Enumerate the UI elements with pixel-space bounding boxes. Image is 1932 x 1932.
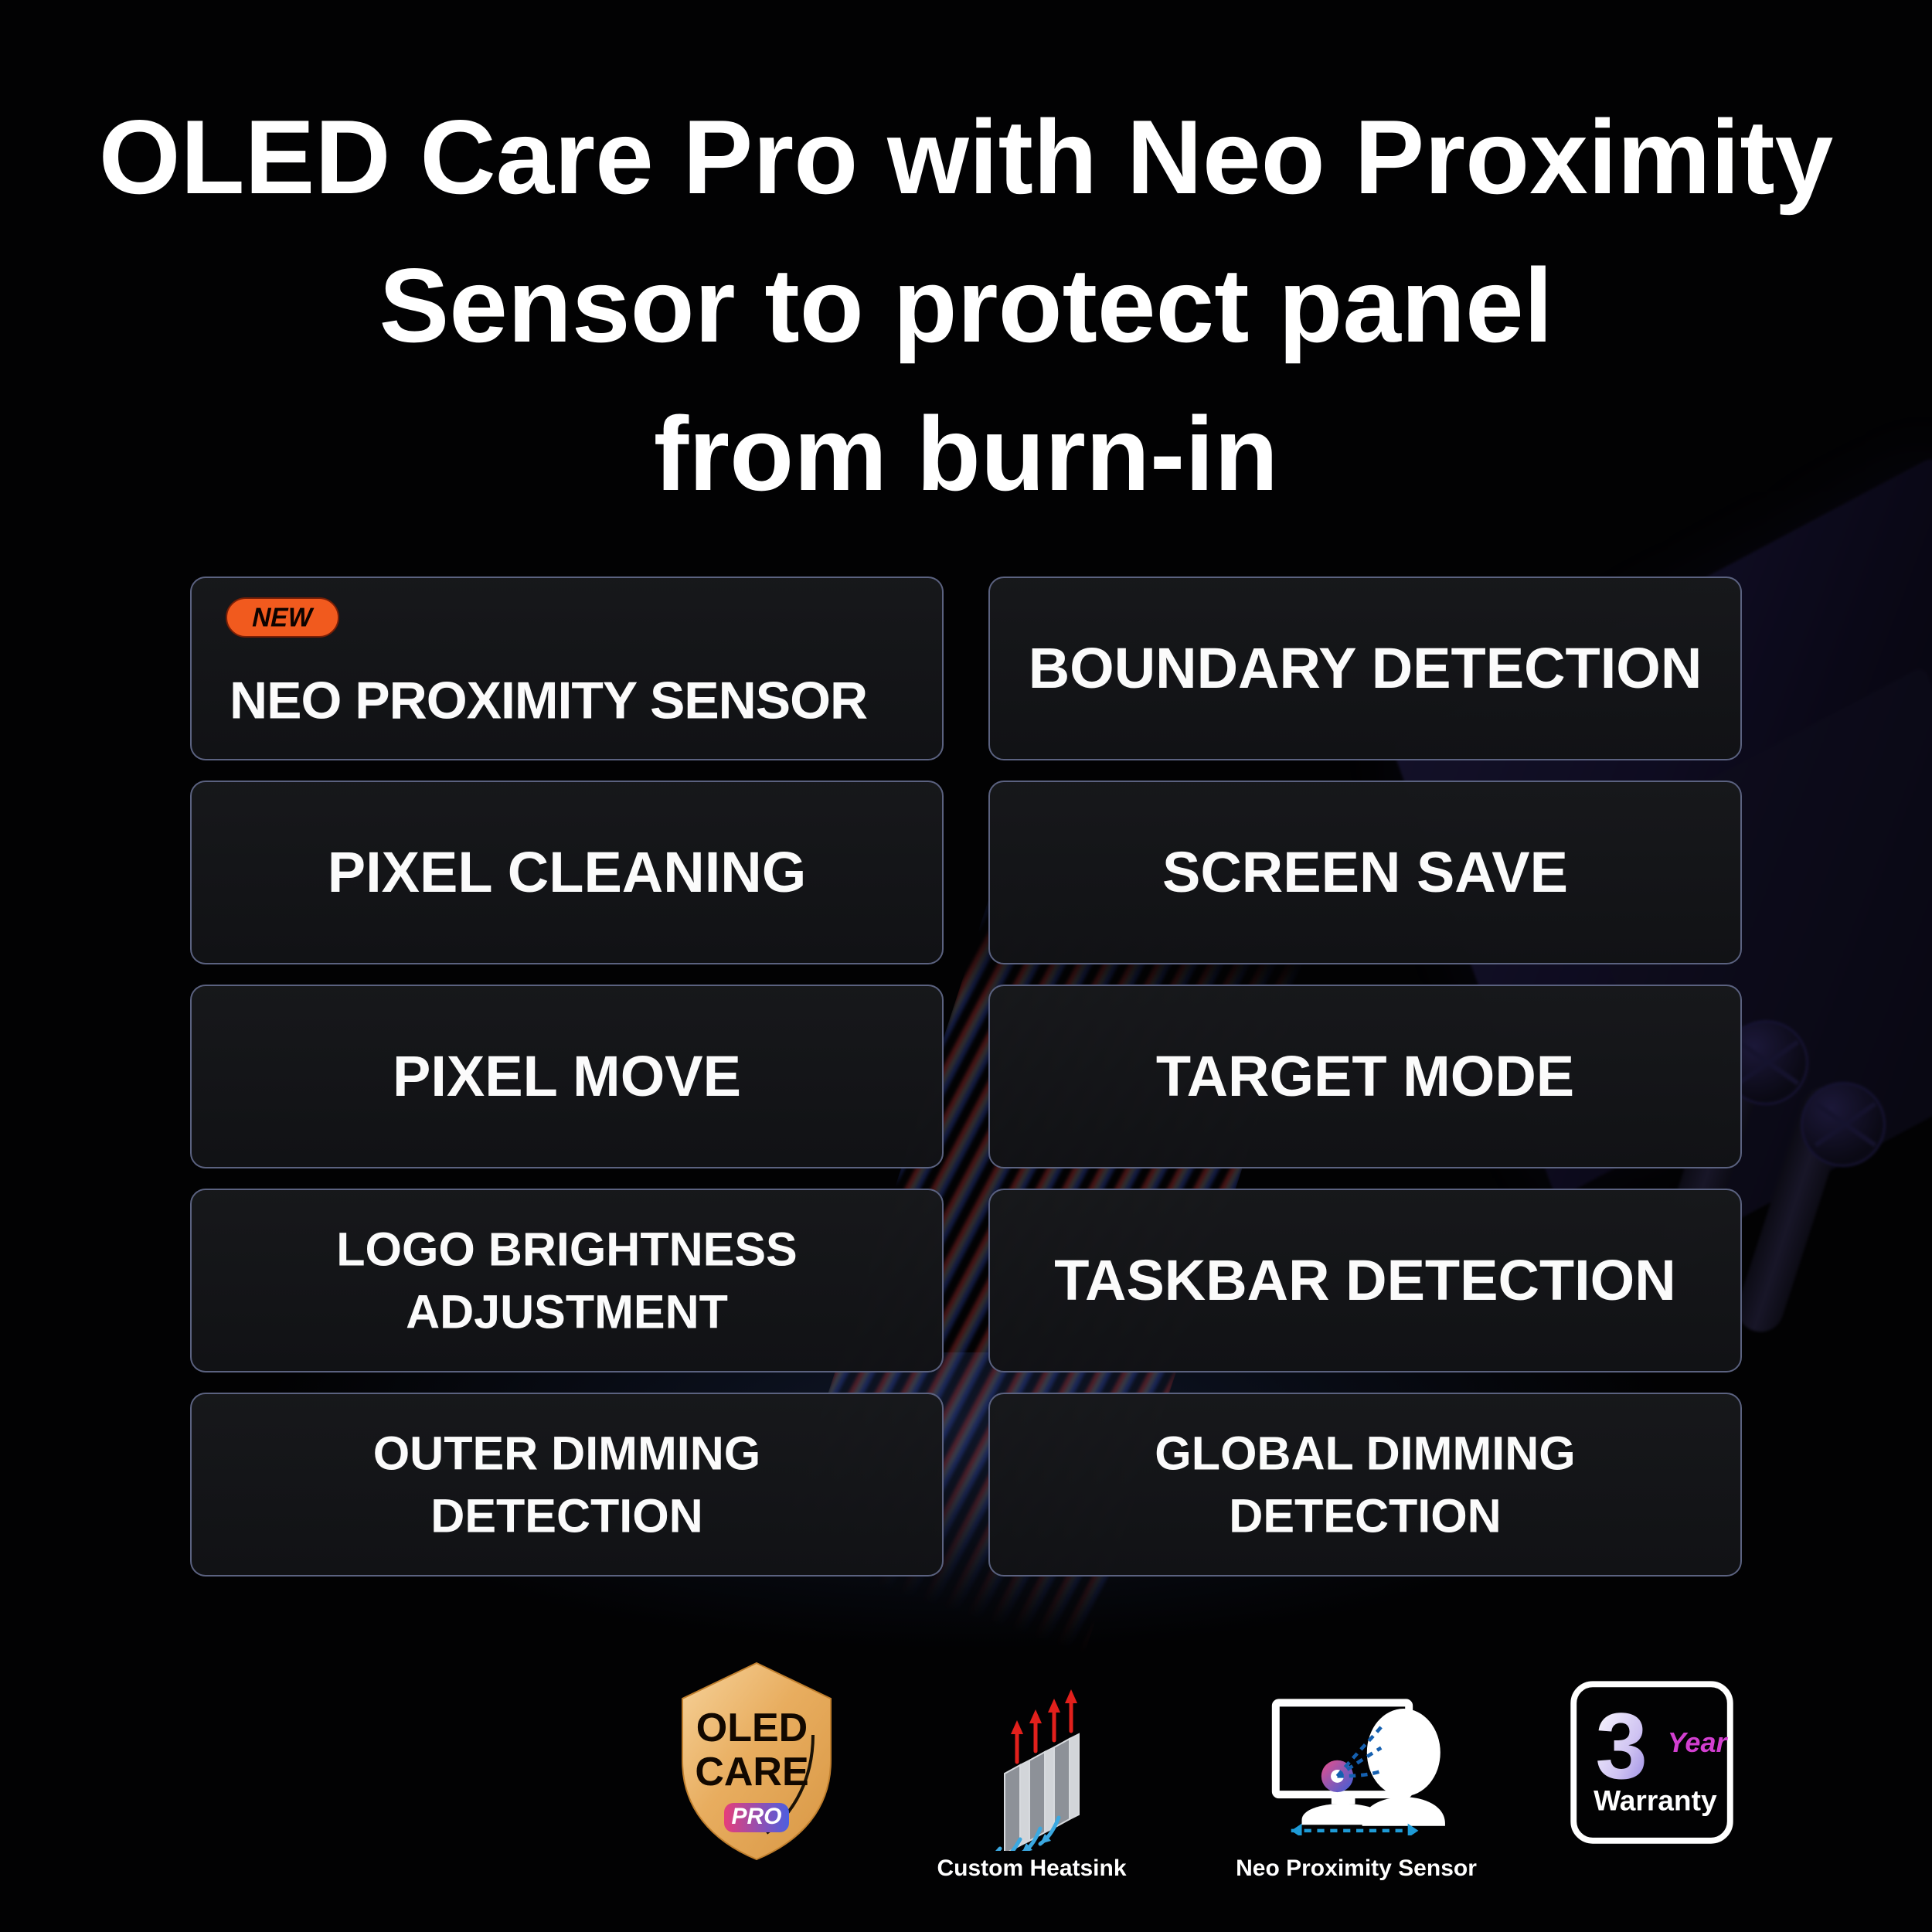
svg-text:Year: Year xyxy=(1667,1726,1728,1758)
svg-text:OLED: OLED xyxy=(696,1706,808,1750)
svg-text:Warranty: Warranty xyxy=(1594,1784,1717,1816)
svg-text:PRO: PRO xyxy=(731,1804,781,1829)
svg-text:3: 3 xyxy=(1595,1692,1648,1798)
svg-text:CARE: CARE xyxy=(695,1750,808,1794)
